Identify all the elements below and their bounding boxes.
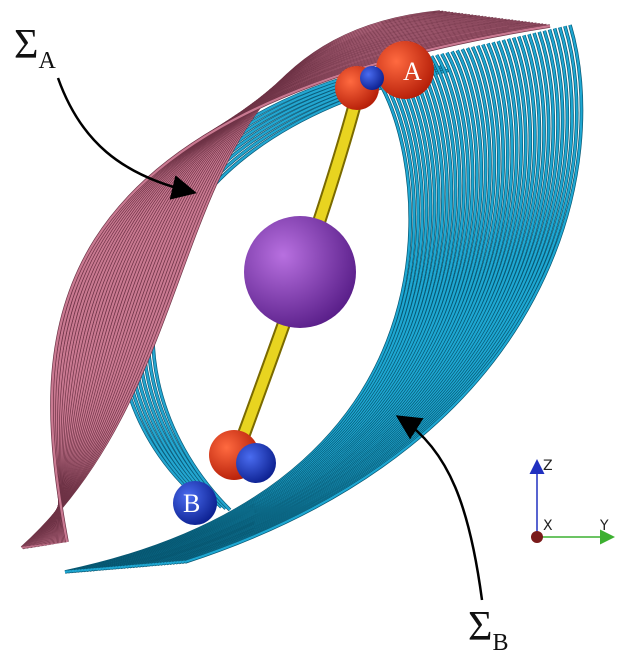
symbol: Σ: [468, 604, 492, 650]
axis-label: X: [543, 518, 553, 534]
symbol: Σ: [14, 22, 38, 68]
axis-label: Z: [543, 458, 553, 474]
axis-x: [531, 531, 543, 543]
page: A B ΣA ΣB Z X Y (() => { const data = JS…: [0, 0, 624, 658]
subscript: B: [492, 630, 508, 656]
central-sphere: [244, 216, 356, 328]
point-label: B: [183, 489, 200, 518]
arrow: [400, 418, 482, 600]
sphere-blue: [360, 66, 384, 90]
axis-label: Y: [599, 518, 609, 534]
sphere-blue: [236, 443, 276, 483]
subscript: A: [38, 48, 56, 74]
point-label: A: [403, 57, 422, 86]
figure: A B ΣA ΣB Z X Y: [0, 0, 624, 658]
surface-label: ΣB: [468, 604, 508, 656]
surface-label: ΣA: [14, 22, 56, 74]
